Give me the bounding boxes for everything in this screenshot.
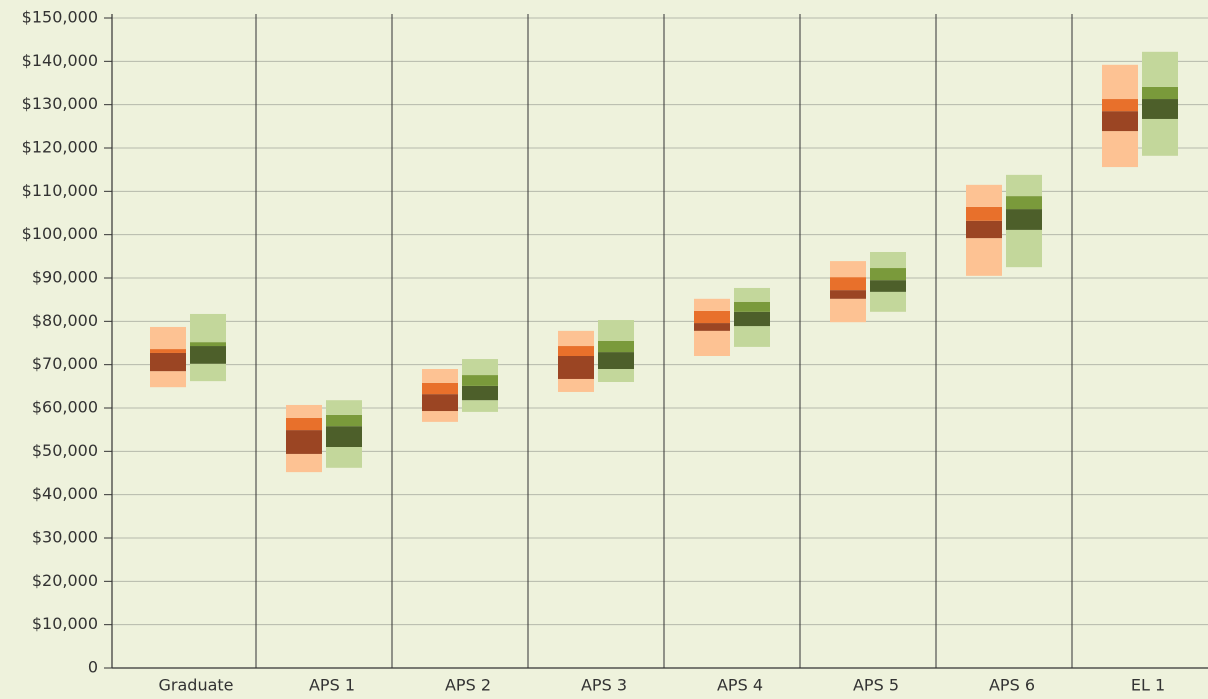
band-segment bbox=[558, 330, 594, 347]
y-tick-label: $60,000 bbox=[32, 398, 98, 417]
y-tick-label: $140,000 bbox=[22, 51, 98, 70]
band-segment bbox=[830, 261, 866, 278]
y-tick-label: $50,000 bbox=[32, 441, 98, 460]
x-tick-label: APS 5 bbox=[853, 676, 899, 695]
band-segment bbox=[870, 280, 906, 292]
band-segment bbox=[1102, 131, 1138, 168]
band-segment bbox=[190, 342, 226, 347]
band-segment bbox=[150, 326, 186, 350]
band-segment bbox=[286, 404, 322, 418]
y-tick-label: $70,000 bbox=[32, 354, 98, 373]
band-segment bbox=[966, 206, 1002, 221]
band-segment bbox=[150, 349, 186, 353]
x-tick-label: APS 2 bbox=[445, 676, 491, 695]
band-segment bbox=[694, 310, 730, 324]
y-tick-label: $10,000 bbox=[32, 614, 98, 633]
band-segment bbox=[462, 359, 498, 376]
band-segment bbox=[734, 287, 770, 302]
band-segment bbox=[1142, 99, 1178, 119]
band-segment bbox=[694, 298, 730, 311]
band-segment bbox=[422, 369, 458, 383]
band-segment bbox=[870, 291, 906, 312]
y-tick-label: $120,000 bbox=[22, 138, 98, 157]
band-segment bbox=[734, 311, 770, 327]
band-segment bbox=[558, 346, 594, 356]
band-segment bbox=[1142, 118, 1178, 156]
y-tick-label: $130,000 bbox=[22, 94, 98, 113]
band-segment bbox=[1142, 86, 1178, 100]
x-tick-label: EL 1 bbox=[1131, 676, 1165, 695]
band-segment bbox=[190, 346, 226, 364]
band-segment bbox=[694, 323, 730, 331]
band-segment bbox=[870, 252, 906, 269]
band-segment bbox=[286, 417, 322, 431]
band-segment bbox=[558, 378, 594, 392]
y-tick-label: $20,000 bbox=[32, 571, 98, 590]
band-segment bbox=[422, 411, 458, 422]
x-tick-label: APS 3 bbox=[581, 676, 627, 695]
band-segment bbox=[966, 238, 1002, 276]
band-segment bbox=[870, 268, 906, 281]
band-segment bbox=[1102, 64, 1138, 100]
y-tick-label: $100,000 bbox=[22, 224, 98, 243]
y-tick-label: $30,000 bbox=[32, 528, 98, 547]
band-segment bbox=[1006, 196, 1042, 210]
y-tick-label: 0 bbox=[88, 658, 98, 677]
band-segment bbox=[422, 394, 458, 412]
band-segment bbox=[286, 453, 322, 473]
band-segment bbox=[1006, 229, 1042, 268]
band-segment bbox=[558, 356, 594, 379]
band-segment bbox=[422, 382, 458, 395]
band-segment bbox=[966, 220, 1002, 239]
x-tick-label: APS 4 bbox=[717, 676, 763, 695]
x-tick-label: APS 6 bbox=[989, 676, 1035, 695]
band-segment bbox=[326, 447, 362, 468]
band-segment bbox=[462, 400, 498, 412]
band-segment bbox=[966, 184, 1002, 207]
band-segment bbox=[1102, 99, 1138, 112]
band-segment bbox=[326, 426, 362, 447]
band-segment bbox=[150, 352, 186, 372]
band-segment bbox=[598, 320, 634, 341]
band-segment bbox=[694, 330, 730, 356]
y-tick-label: $90,000 bbox=[32, 268, 98, 287]
y-tick-label: $150,000 bbox=[22, 8, 98, 27]
band-segment bbox=[462, 385, 498, 401]
band-segment bbox=[326, 400, 362, 415]
band-segment bbox=[326, 414, 362, 427]
band-segment bbox=[1142, 51, 1178, 87]
band-segment bbox=[1006, 174, 1042, 197]
band-segment bbox=[830, 277, 866, 291]
band-segment bbox=[734, 301, 770, 312]
band-segment bbox=[190, 313, 226, 343]
band-segment bbox=[830, 290, 866, 299]
x-tick-label: APS 1 bbox=[309, 676, 355, 695]
x-tick-label: Graduate bbox=[159, 676, 234, 695]
band-segment bbox=[462, 375, 498, 386]
band-segment bbox=[1006, 209, 1042, 230]
band-segment bbox=[150, 371, 186, 388]
y-tick-label: $40,000 bbox=[32, 484, 98, 503]
band-segment bbox=[1102, 111, 1138, 132]
band-segment bbox=[598, 369, 634, 382]
band-segment bbox=[190, 363, 226, 382]
y-tick-label: $110,000 bbox=[22, 181, 98, 200]
band-segment bbox=[598, 340, 634, 353]
y-tick-label: $80,000 bbox=[32, 311, 98, 330]
band-segment bbox=[598, 352, 634, 369]
band-segment bbox=[286, 430, 322, 454]
band-segment bbox=[734, 326, 770, 347]
band-segment bbox=[830, 298, 866, 323]
